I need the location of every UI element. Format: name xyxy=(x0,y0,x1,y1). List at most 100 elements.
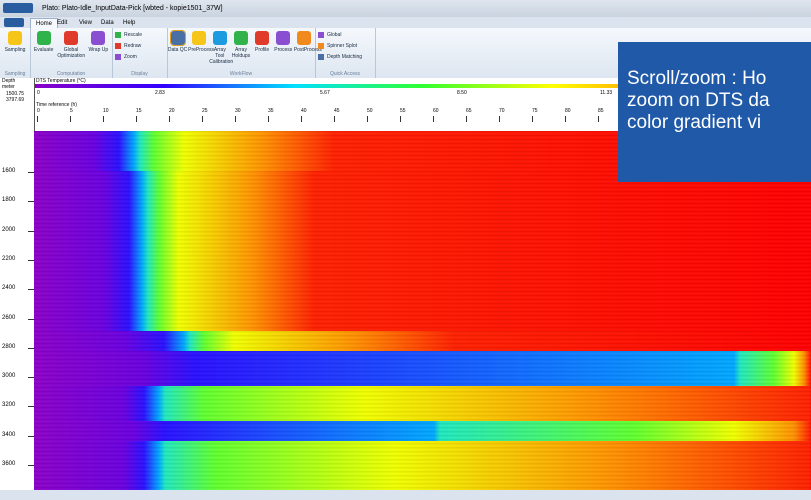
button-label: Evaluate xyxy=(30,47,57,53)
time-tick xyxy=(235,116,236,122)
ribbon-group: Display Rescale Redraw Zoom xyxy=(112,28,168,78)
time-tick xyxy=(202,116,203,122)
depth-unit: meter xyxy=(2,84,15,90)
menu-tab[interactable]: View xyxy=(74,18,97,28)
button-icon xyxy=(297,31,311,45)
callout: Scroll/zoom : Hozoom on DTS dacolor grad… xyxy=(618,42,811,182)
depth-tick-label: 3400 xyxy=(2,432,15,438)
button-label: Process xyxy=(273,47,294,53)
time-tick-label: 40 xyxy=(301,108,307,114)
button-label: Array Holdups xyxy=(230,47,251,59)
ribbon-button[interactable]: Process xyxy=(273,31,294,53)
ribbon-button[interactable]: PreProcess xyxy=(188,31,209,53)
ribbon-group: WorkFlowData QCPreProcessArray Tool Cali… xyxy=(167,28,316,78)
time-tick-label: 5 xyxy=(70,108,73,114)
depth-tick-label: 2400 xyxy=(2,285,15,291)
button-icon xyxy=(115,43,121,49)
ribbon-button[interactable]: Array Holdups xyxy=(230,31,251,59)
ribbon-button[interactable]: PostProcess xyxy=(294,31,315,53)
button-label: Sampling xyxy=(0,47,30,53)
time-tick xyxy=(334,116,335,122)
ribbon-button[interactable]: Array Tool Calibration xyxy=(209,31,230,65)
button-label: Spinner Splot xyxy=(327,43,357,49)
button-icon xyxy=(213,31,227,45)
group-label: Quick Access xyxy=(315,71,375,77)
depth-max: 3797.69 xyxy=(6,97,24,103)
menu-tab[interactable]: Help xyxy=(118,18,140,28)
button-icon xyxy=(255,31,269,45)
ribbon-button[interactable]: Sampling xyxy=(0,31,30,53)
button-icon xyxy=(8,31,22,45)
ribbon-button[interactable]: Profile xyxy=(252,31,273,53)
ribbon-button[interactable]: Global Optimization xyxy=(57,31,84,59)
ribbon-button[interactable]: Zoom xyxy=(115,54,137,60)
ribbon-button[interactable]: Data QC xyxy=(167,31,188,53)
button-icon xyxy=(234,31,248,45)
heat-texture xyxy=(34,131,811,490)
ribbon-button[interactable]: Rescale xyxy=(115,32,142,38)
button-label: PreProcess xyxy=(188,47,209,53)
button-icon xyxy=(192,31,206,45)
ribbon-button[interactable]: Spinner Splot xyxy=(318,43,357,49)
callout-line: color gradient vi xyxy=(618,112,811,134)
time-tick-label: 50 xyxy=(367,108,373,114)
scale-tick-label: 8.50 xyxy=(457,90,467,96)
button-icon xyxy=(318,32,324,38)
menu-tab[interactable]: Data xyxy=(96,18,119,28)
group-label: Display xyxy=(112,71,167,77)
scale-tick-label: 5.67 xyxy=(320,90,330,96)
depth-tick-label: 1800 xyxy=(2,197,15,203)
time-tick xyxy=(169,116,170,122)
file-button[interactable] xyxy=(4,18,24,27)
time-tick-label: 30 xyxy=(235,108,241,114)
time-tick xyxy=(466,116,467,122)
time-tick xyxy=(268,116,269,122)
button-label: Zoom xyxy=(124,54,137,60)
time-tick-label: 75 xyxy=(532,108,538,114)
time-tick xyxy=(532,116,533,122)
group-label: Sampling xyxy=(0,71,30,77)
ribbon-button[interactable]: Global xyxy=(318,32,341,38)
time-tick xyxy=(70,116,71,122)
time-tick-label: 70 xyxy=(499,108,505,114)
button-label: Data QC xyxy=(167,47,188,53)
quick-toolbar[interactable] xyxy=(3,3,33,13)
time-tick-label: 10 xyxy=(103,108,109,114)
menu-tab[interactable]: Edit xyxy=(52,18,72,28)
button-icon xyxy=(318,43,324,49)
time-tick xyxy=(103,116,104,122)
time-tick-label: 85 xyxy=(598,108,604,114)
time-tick-label: 60 xyxy=(433,108,439,114)
button-icon xyxy=(115,32,121,38)
scale-tick-label: 11.33 xyxy=(600,90,612,96)
button-label: Rescale xyxy=(124,32,142,38)
time-tick xyxy=(301,116,302,122)
ribbon-group: Quick Access Global Spinner Splot Depth Mat… xyxy=(315,28,376,78)
button-label: Wrap Up xyxy=(85,47,112,53)
time-tick-label: 80 xyxy=(565,108,571,114)
time-tick-label: 20 xyxy=(169,108,175,114)
button-label: Profile xyxy=(252,47,273,53)
button-icon xyxy=(171,31,185,45)
depth-tick-label: 2600 xyxy=(2,315,15,321)
time-tick-label: 65 xyxy=(466,108,472,114)
time-tick-label: 0 xyxy=(37,108,40,114)
callout-line: Scroll/zoom : Ho xyxy=(618,68,811,90)
depth-tick-label: 2800 xyxy=(2,344,15,350)
ribbon-button[interactable]: Evaluate xyxy=(30,31,57,53)
button-icon xyxy=(37,31,51,45)
ribbon-button[interactable]: Redraw xyxy=(115,43,141,49)
ribbon-group: ComputationEvaluateGlobal OptimizationWr… xyxy=(30,28,113,78)
callout-line: zoom on DTS da xyxy=(618,90,811,112)
depth-tick-label: 2000 xyxy=(2,227,15,233)
app-window: Plato: Plato-Idle_InputData-Pick [wbted … xyxy=(0,0,811,500)
button-icon xyxy=(91,31,105,45)
time-tick xyxy=(136,116,137,122)
ribbon-button[interactable]: Wrap Up xyxy=(85,31,112,53)
time-tick xyxy=(367,116,368,122)
ribbon-button[interactable]: Depth Matching xyxy=(318,54,362,60)
dts-heatmap[interactable] xyxy=(34,131,811,490)
time-tick xyxy=(433,116,434,122)
button-label: Global Optimization xyxy=(57,47,84,59)
